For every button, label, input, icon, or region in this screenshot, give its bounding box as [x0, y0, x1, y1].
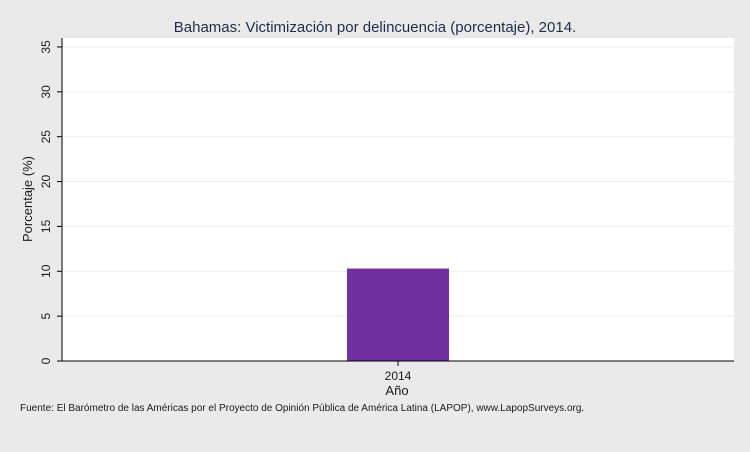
source-note: Fuente: El Barómetro de las Américas por…	[20, 403, 584, 414]
bars	[347, 268, 449, 361]
y-tick-label: 0	[39, 357, 53, 364]
x-axis-label: Año	[385, 383, 408, 398]
y-tick-label: 20	[39, 175, 53, 189]
y-axis-ticks: 0 5 10 15 20 25 30 35	[39, 40, 62, 364]
x-tick-label: 2014	[385, 369, 412, 383]
y-tick-label: 25	[39, 130, 53, 144]
y-tick-label: 15	[39, 219, 53, 233]
y-tick-label: 35	[39, 40, 53, 54]
chart-title: Bahamas: Victimización por delincuencia …	[174, 19, 576, 36]
bar	[347, 268, 449, 361]
x-axis-ticks: 2014	[385, 361, 412, 383]
y-axis-label: Porcentaje (%)	[20, 156, 35, 242]
y-tick-label: 30	[39, 85, 53, 99]
y-tick-label: 10	[39, 264, 53, 278]
y-tick-label: 5	[39, 312, 53, 319]
